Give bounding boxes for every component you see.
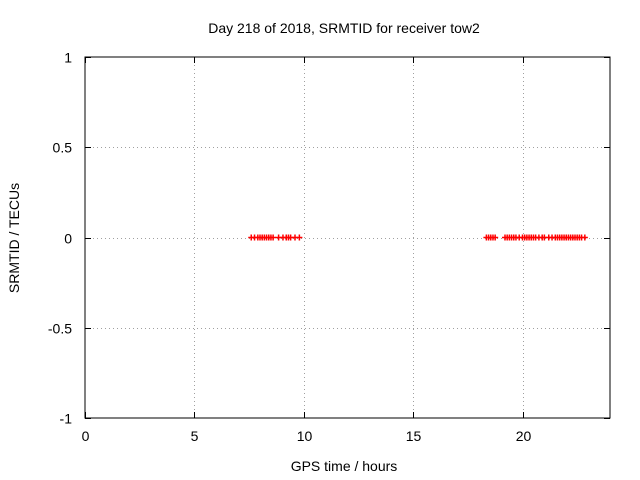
x-tick-label: 0 (82, 428, 90, 444)
x-tick-label: 10 (297, 428, 313, 444)
y-tick-label: 0.5 (53, 140, 73, 156)
y-axis-label: SRMTID / TECUs (6, 183, 22, 293)
data-point (296, 234, 303, 241)
data-point (270, 234, 277, 241)
plot-frame (84, 56, 611, 419)
y-tick-label: -1 (60, 411, 73, 427)
x-axis-label: GPS time / hours (291, 458, 398, 474)
y-tick-label: 1 (64, 50, 72, 66)
x-tick-label: 5 (191, 428, 199, 444)
data-point (581, 234, 588, 241)
data-points (248, 234, 588, 241)
axis-ticks: 0 5 10 15 20 -1 -0.5 0 0.5 1 (48, 50, 610, 444)
chart-title: Day 218 of 2018, SRMTID for receiver tow… (208, 20, 480, 36)
y-tick-label: 0 (64, 231, 72, 247)
x-tick-label: 15 (406, 428, 422, 444)
x-tick-label: 20 (516, 428, 532, 444)
y-tick-label: -0.5 (48, 321, 72, 337)
data-point (492, 234, 499, 241)
